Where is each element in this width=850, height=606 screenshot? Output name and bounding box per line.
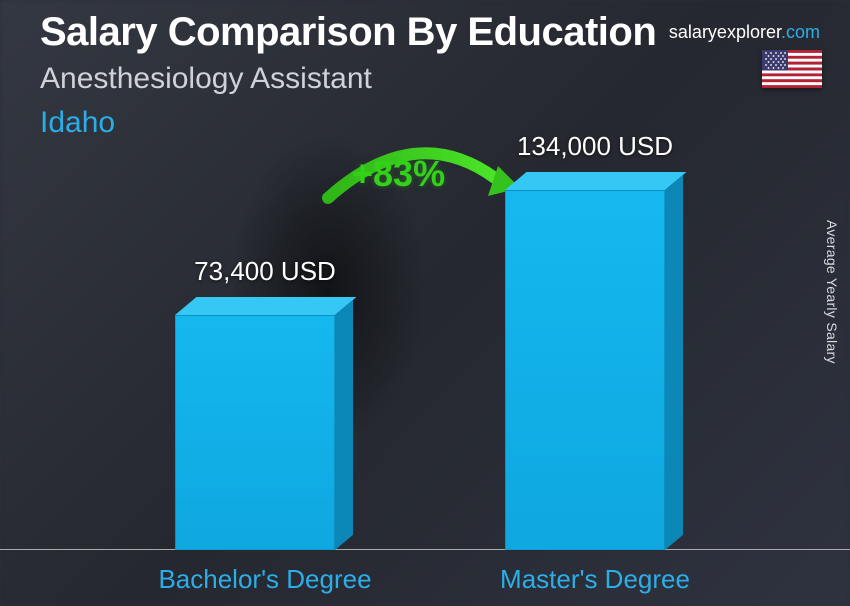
- site-tld: .com: [781, 22, 820, 42]
- bar-front-face: [505, 190, 665, 550]
- bar-value-label: 73,400 USD: [135, 256, 395, 287]
- site-name: salaryexplorer: [669, 22, 781, 42]
- flag-icon: [762, 50, 822, 88]
- chart-region: Idaho: [40, 106, 115, 140]
- bar-top-face: [505, 172, 686, 190]
- site-brand: salaryexplorer.com: [669, 22, 820, 43]
- bar-front-face: [175, 315, 335, 550]
- bar-value-label: 134,000 USD: [465, 131, 725, 162]
- bar-category-label: Bachelor's Degree: [125, 564, 405, 595]
- chart-subtitle: Anesthesiology Assistant: [40, 62, 372, 96]
- bar-side-face: [665, 175, 683, 550]
- bar-3d: [175, 315, 355, 550]
- bar-side-face: [335, 300, 353, 550]
- chart-title: Salary Comparison By Education: [40, 10, 656, 55]
- chart-baseline: [0, 549, 850, 550]
- bar-top-face: [175, 297, 356, 315]
- bar-chart: 73,400 USD Bachelor's Degree 134,000 USD…: [0, 150, 850, 606]
- bar-3d: [505, 190, 685, 550]
- infographic-container: Salary Comparison By Education Anesthesi…: [0, 0, 850, 606]
- bar-category-label: Master's Degree: [455, 564, 735, 595]
